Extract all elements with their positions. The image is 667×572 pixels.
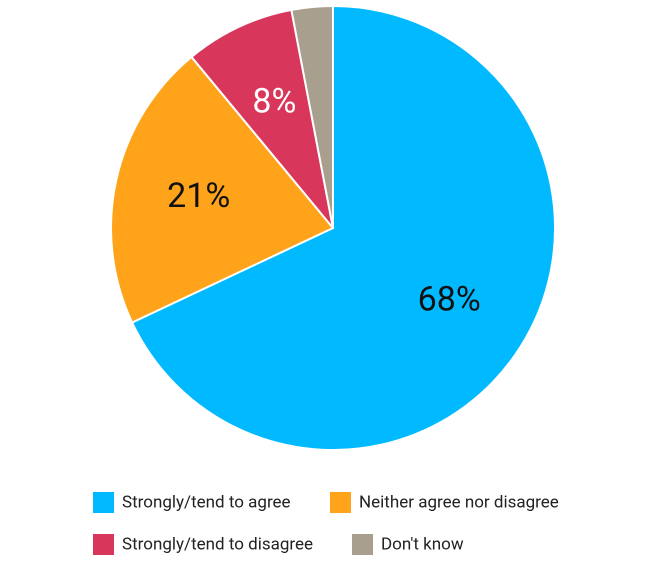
- pie-slice: [290, 4, 334, 229]
- data-label: 8%: [252, 81, 296, 121]
- legend-swatch: [330, 492, 351, 513]
- pie-slice: [130, 4, 556, 451]
- legend-swatch: [352, 534, 373, 555]
- legend-swatch: [93, 534, 114, 555]
- pie-slice: [190, 8, 334, 229]
- legend-label: Strongly/tend to agree: [122, 492, 291, 512]
- data-label: 21%: [167, 176, 230, 216]
- legend-label: Neither agree nor disagree: [359, 492, 559, 512]
- legend-label: Don't know: [381, 534, 464, 554]
- pie-slice: [110, 55, 335, 324]
- data-label: 68%: [418, 280, 481, 320]
- legend-label: Strongly/tend to disagree: [122, 534, 313, 554]
- legend-swatch: [93, 492, 114, 513]
